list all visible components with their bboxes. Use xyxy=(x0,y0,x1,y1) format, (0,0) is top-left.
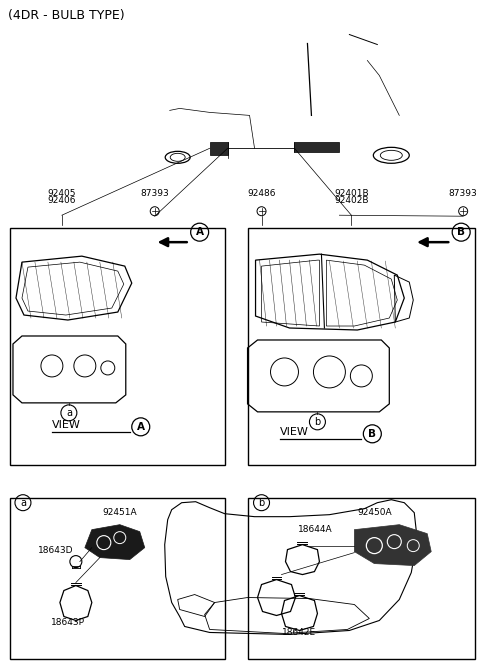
Text: 92451A: 92451A xyxy=(102,507,137,517)
Polygon shape xyxy=(210,142,228,156)
Text: b: b xyxy=(258,497,264,507)
Text: 87393: 87393 xyxy=(449,190,478,198)
Text: b: b xyxy=(314,417,321,427)
Polygon shape xyxy=(354,525,431,566)
Text: 92450A: 92450A xyxy=(357,507,392,517)
Text: 92405: 92405 xyxy=(48,190,76,198)
Text: 92486: 92486 xyxy=(247,190,276,198)
Text: B: B xyxy=(457,227,465,237)
Text: VIEW: VIEW xyxy=(52,420,81,430)
Text: 92401B: 92401B xyxy=(334,190,369,198)
Text: 18644A: 18644A xyxy=(298,525,332,533)
Text: VIEW: VIEW xyxy=(279,427,308,437)
Text: a: a xyxy=(66,408,72,418)
Text: 18643P: 18643P xyxy=(51,618,85,628)
Polygon shape xyxy=(85,525,145,559)
Text: 18643D: 18643D xyxy=(38,545,73,555)
Text: 87393: 87393 xyxy=(140,190,169,198)
Text: A: A xyxy=(196,227,204,237)
Text: 18642E: 18642E xyxy=(282,628,316,638)
Text: 92406: 92406 xyxy=(48,196,76,205)
Text: (4DR - BULB TYPE): (4DR - BULB TYPE) xyxy=(8,9,125,21)
Polygon shape xyxy=(294,142,339,152)
Text: a: a xyxy=(20,497,26,507)
Text: 92402B: 92402B xyxy=(334,196,369,205)
Text: A: A xyxy=(137,422,145,432)
Text: B: B xyxy=(368,429,376,439)
